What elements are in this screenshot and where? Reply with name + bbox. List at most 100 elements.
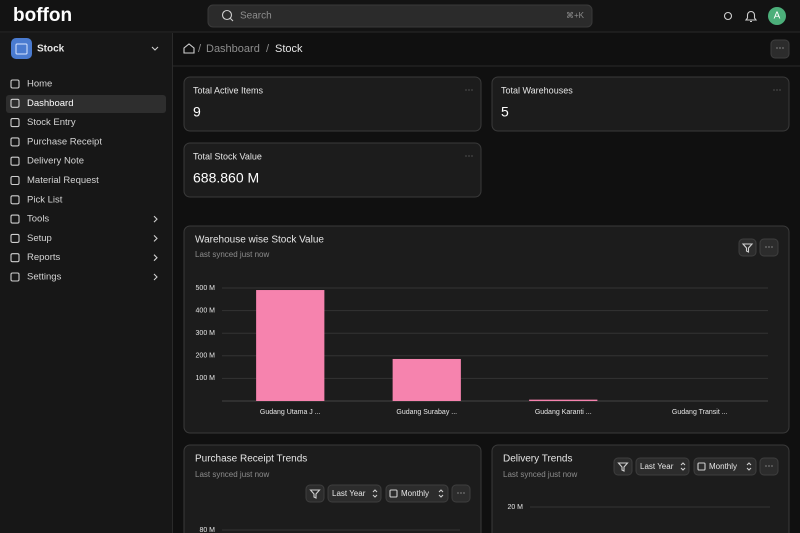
search-placeholder: Search — [240, 11, 272, 22]
select-arrows — [372, 489, 378, 498]
calendar-icon — [389, 489, 398, 498]
chart-subtitle: Last synced just now — [195, 250, 269, 259]
page-menu[interactable] — [770, 39, 790, 59]
nav-icon — [10, 175, 20, 186]
chart-card — [183, 225, 790, 434]
nav-chevron — [153, 254, 158, 262]
filter-button[interactable] — [613, 457, 633, 476]
card-menu: ··· — [465, 84, 474, 94]
card-menu: ··· — [773, 84, 782, 94]
page-menu-dots: ··· — [776, 42, 785, 52]
filter-icon — [309, 489, 321, 499]
x-tick-label: Gudang Surabay ... — [396, 409, 457, 416]
chart-menu[interactable] — [759, 238, 779, 257]
period-label: Last Year — [332, 489, 366, 498]
y-tick-label: 80 M — [199, 527, 215, 533]
interval-select[interactable] — [693, 457, 757, 476]
nav-chevron — [153, 215, 158, 223]
notifications[interactable] — [744, 10, 758, 23]
nav-chevron — [153, 273, 158, 281]
card-menu: ··· — [465, 150, 474, 160]
nav-chevron — [153, 235, 158, 242]
search-icon-handle — [230, 18, 234, 22]
x-tick-label: Gudang Transit ... — [672, 409, 728, 416]
logo[interactable]: boffon — [13, 5, 72, 26]
workspace-name[interactable]: Stock — [37, 44, 65, 55]
card-value: 688.860 M — [193, 170, 259, 186]
x-tick-label: Gudang Utama J ... — [260, 409, 321, 416]
bar — [392, 358, 461, 401]
filter-button[interactable] — [738, 238, 757, 257]
breadcrumb-sep: / — [198, 43, 202, 55]
trend-menu[interactable] — [451, 484, 471, 503]
period-select[interactable] — [327, 484, 382, 503]
home-icon[interactable] — [183, 43, 195, 54]
x-tick-label: Gudang Karanti ... — [535, 409, 592, 416]
select-arrows — [680, 462, 686, 471]
calendar-icon — [697, 462, 706, 471]
nav-icon — [10, 195, 20, 205]
trend-subtitle: Last synced just now — [503, 470, 577, 479]
card-label: Total Warehouses — [501, 85, 573, 95]
interval-label: Monthly — [401, 489, 429, 498]
select-arrows — [746, 462, 752, 471]
nav-item[interactable]: Material Request — [27, 175, 99, 186]
theme-toggle[interactable] — [723, 11, 733, 21]
interval-label: Monthly — [709, 462, 737, 471]
y-tick-label: 100 M — [196, 375, 216, 382]
nav-item[interactable]: Tools — [27, 214, 49, 225]
number-card — [491, 76, 790, 132]
avatar[interactable] — [768, 7, 786, 25]
number-card — [183, 142, 482, 198]
nav-icon — [10, 214, 20, 224]
nav-item[interactable]: Dashboard — [27, 98, 73, 109]
interval-select[interactable] — [385, 484, 449, 503]
nav-item[interactable]: Settings — [27, 272, 62, 283]
number-card — [183, 76, 482, 132]
breadcrumb-sep: / — [266, 43, 270, 55]
nav-icon — [10, 272, 20, 282]
period-label: Last Year — [640, 462, 674, 471]
card-value: 9 — [193, 104, 201, 120]
chart-menu-dots: ··· — [765, 241, 774, 251]
active-item-bg — [6, 95, 166, 113]
nav-icon — [10, 156, 20, 166]
trend-menu-dots: ··· — [765, 460, 774, 470]
y-tick-label: 20 M — [507, 504, 523, 511]
nav-icon — [10, 98, 20, 108]
card-label: Total Active Items — [193, 85, 264, 95]
search-icon — [221, 9, 233, 21]
nav-icon — [10, 118, 20, 128]
chart-title: Warehouse wise Stock Value — [195, 235, 324, 246]
workspace-icon-glyph — [15, 43, 28, 55]
bar — [256, 290, 325, 401]
nav-icon — [10, 253, 20, 263]
nav-item[interactable]: Home — [27, 79, 52, 90]
nav-item[interactable]: Pick List — [27, 194, 63, 205]
y-tick-label: 200 M — [196, 353, 216, 360]
period-select[interactable] — [635, 457, 690, 476]
nav-item[interactable]: Delivery Note — [27, 156, 84, 167]
filter-button[interactable] — [305, 484, 325, 503]
workspace-icon — [11, 38, 32, 59]
breadcrumb[interactable]: Dashboard — [206, 43, 260, 55]
trend-menu[interactable] — [759, 457, 779, 476]
bar — [529, 399, 598, 401]
trend-title: Purchase Receipt Trends — [195, 454, 307, 465]
card-value: 5 — [501, 104, 509, 120]
avatar-letter: A — [774, 11, 781, 22]
filter-icon — [617, 462, 629, 472]
nav-icon — [10, 137, 20, 147]
sidebar — [0, 33, 172, 533]
nav-item[interactable]: Stock Entry — [27, 117, 76, 128]
select-arrows — [438, 489, 444, 498]
search-box[interactable] — [207, 4, 593, 28]
nav-icon — [10, 79, 20, 89]
nav-item[interactable]: Purchase Receipt — [27, 136, 102, 147]
search-shortcut: ⌘+K — [566, 11, 585, 20]
nav-item[interactable]: Setup — [27, 233, 52, 244]
nav-item[interactable]: Reports — [27, 252, 61, 263]
workspace-chevron[interactable] — [151, 46, 159, 51]
trend-subtitle: Last synced just now — [195, 470, 269, 479]
